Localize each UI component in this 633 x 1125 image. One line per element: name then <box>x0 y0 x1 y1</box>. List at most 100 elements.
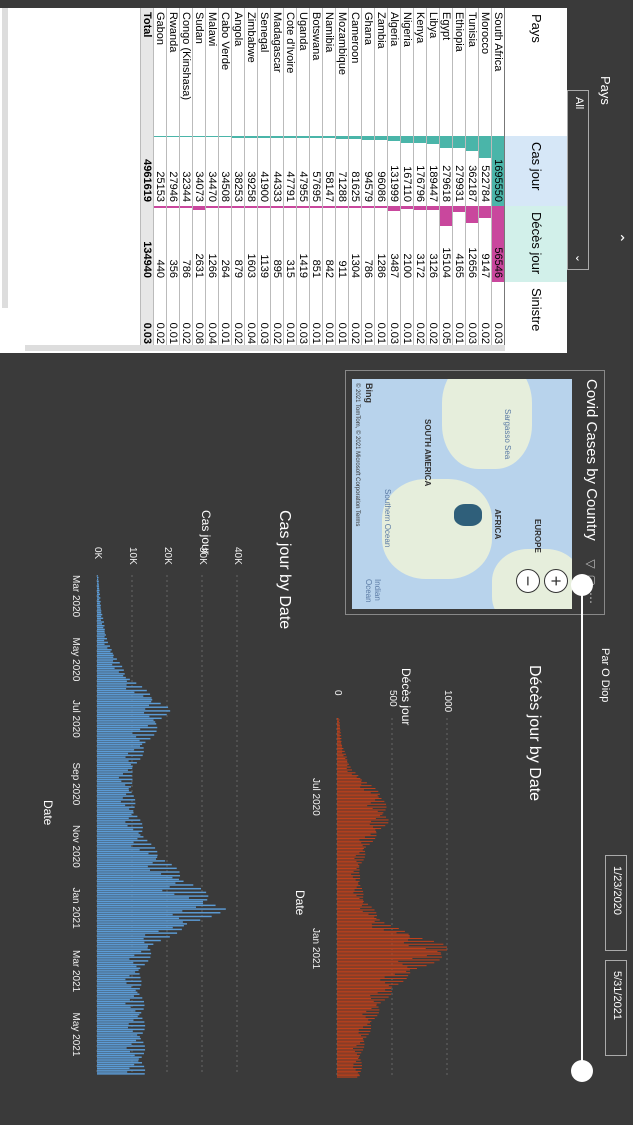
chart-bar[interactable] <box>337 973 395 975</box>
chart-bar[interactable] <box>96 1000 144 1003</box>
chart-bar[interactable] <box>337 1038 363 1040</box>
chevron-up-icon[interactable]: ⌃ <box>611 232 627 244</box>
chart-bar[interactable] <box>96 593 100 595</box>
chart-bar[interactable] <box>337 939 409 941</box>
chart-bar[interactable] <box>97 971 136 973</box>
chart-bar[interactable] <box>97 878 179 881</box>
chart-bar[interactable] <box>336 1046 365 1048</box>
chart-bar[interactable] <box>337 1028 372 1030</box>
chart-bar[interactable] <box>97 813 132 816</box>
chart-bar[interactable] <box>97 1034 138 1036</box>
chart-bar[interactable] <box>97 934 146 936</box>
chart-bar[interactable] <box>97 687 127 690</box>
chart-bar[interactable] <box>96 741 146 744</box>
chart-bar[interactable] <box>97 1036 140 1038</box>
chart-bar[interactable] <box>97 913 173 916</box>
chart-bar[interactable] <box>337 942 404 944</box>
chart-bar[interactable] <box>96 789 129 792</box>
chart-bar[interactable] <box>96 949 151 951</box>
chart-bar[interactable] <box>97 875 181 877</box>
table-row[interactable]: Namibia 58147 842 0.01 <box>323 8 336 348</box>
chart-bar[interactable] <box>97 997 143 999</box>
chart-bar[interactable] <box>96 773 124 775</box>
chart-bar[interactable] <box>336 865 360 867</box>
chart-bar[interactable] <box>337 738 342 740</box>
chart-bar[interactable] <box>337 970 407 972</box>
chart-bar[interactable] <box>97 1030 133 1033</box>
chart-bar[interactable] <box>97 758 141 760</box>
table-row[interactable]: Kenya 176796 3172 0.02 <box>414 8 427 348</box>
chart-bar[interactable] <box>337 898 360 900</box>
chart-bar[interactable] <box>96 821 126 823</box>
chart-bar[interactable] <box>336 980 404 982</box>
chart-bar[interactable] <box>336 860 357 862</box>
col-header-sinistre[interactable]: Sinistre <box>505 282 567 348</box>
chart-bar[interactable] <box>96 730 157 733</box>
chart-bar[interactable] <box>97 621 104 623</box>
chart-bar[interactable] <box>97 1002 126 1005</box>
chart-bar[interactable] <box>337 872 360 874</box>
chart-bar[interactable] <box>336 845 363 847</box>
chart-bar[interactable] <box>97 1010 136 1012</box>
chart-bar[interactable] <box>97 697 152 699</box>
chart-bar[interactable] <box>337 759 348 761</box>
chart-bar[interactable] <box>337 1056 360 1058</box>
chart-bar[interactable] <box>337 753 346 755</box>
chart-bar[interactable] <box>97 717 162 720</box>
chart-bar[interactable] <box>97 865 148 868</box>
chart-bar[interactable] <box>97 708 146 710</box>
chart-bar[interactable] <box>97 889 163 892</box>
chart-bar[interactable] <box>337 815 381 817</box>
chart-bar[interactable] <box>336 740 342 742</box>
chart-bar[interactable] <box>337 906 372 908</box>
chart-bar[interactable] <box>337 909 375 911</box>
chart-bar[interactable] <box>97 639 105 642</box>
chart-bar[interactable] <box>97 987 140 990</box>
chart-bar[interactable] <box>97 1026 128 1029</box>
chart-bar[interactable] <box>337 1048 354 1050</box>
date-end-input[interactable]: 5/31/2021 <box>605 960 627 1056</box>
chart-bar[interactable] <box>337 896 364 898</box>
chart-bar[interactable] <box>337 850 366 852</box>
chart-bar[interactable] <box>97 800 121 803</box>
chart-bar[interactable] <box>336 1029 359 1031</box>
chart-bar[interactable] <box>337 1055 360 1057</box>
chart-bar[interactable] <box>337 846 366 848</box>
chart-bar[interactable] <box>97 1017 143 1020</box>
chart-bar[interactable] <box>97 954 135 957</box>
chart-bar[interactable] <box>97 932 178 934</box>
chart-bar[interactable] <box>337 823 370 825</box>
chart-bar[interactable] <box>337 915 377 917</box>
chart-bar[interactable] <box>336 1013 363 1015</box>
chart-bar[interactable] <box>337 905 362 907</box>
chart-bar[interactable] <box>96 973 140 975</box>
chart-bar[interactable] <box>97 1021 145 1023</box>
chart-bar[interactable] <box>97 930 159 933</box>
chart-bar[interactable] <box>336 869 360 871</box>
chart-bar[interactable] <box>97 980 142 983</box>
chart-bar[interactable] <box>97 841 134 844</box>
chart-bar[interactable] <box>97 880 184 883</box>
chart-bar[interactable] <box>336 765 348 767</box>
chart-bar[interactable] <box>97 1047 127 1049</box>
chart-bar[interactable] <box>337 923 372 925</box>
chart-bar[interactable] <box>336 912 377 914</box>
chart-bar[interactable] <box>96 752 129 755</box>
chart-bar[interactable] <box>96 991 138 994</box>
chart-bar[interactable] <box>336 828 382 830</box>
chart-bar[interactable] <box>96 812 134 814</box>
table-row[interactable]: Congo (Kinshasa) 32344 786 0.02 <box>180 8 193 348</box>
chart-bar[interactable] <box>337 999 385 1001</box>
chart-bar[interactable] <box>337 796 379 798</box>
chart-bar[interactable] <box>97 893 175 895</box>
chart-bar[interactable] <box>96 810 134 812</box>
chart-bar[interactable] <box>97 584 99 586</box>
chart-bar[interactable] <box>97 575 98 577</box>
chart-bar[interactable] <box>96 950 142 953</box>
chart-bar[interactable] <box>337 813 383 815</box>
chart-bar[interactable] <box>337 795 378 797</box>
chart-bar[interactable] <box>97 680 127 683</box>
chart-bar[interactable] <box>337 1066 354 1068</box>
chart-bar[interactable] <box>337 955 427 957</box>
chart-bar[interactable] <box>336 1020 372 1022</box>
